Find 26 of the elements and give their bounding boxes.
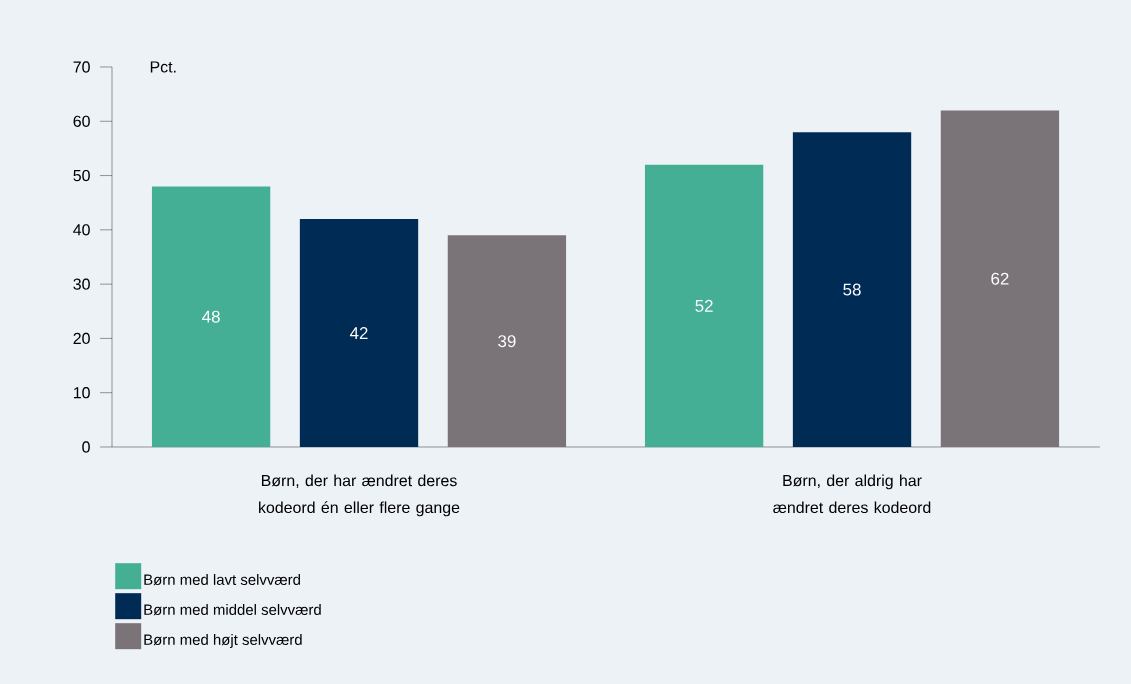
bar — [940, 110, 1060, 447]
y-axis-title: Pct. — [150, 61, 176, 73]
bar — [792, 132, 912, 447]
bar — [644, 164, 764, 447]
y-tick-label: 50 — [73, 169, 90, 182]
data-label: 58 — [843, 283, 861, 296]
data-label: 48 — [202, 310, 220, 323]
y-tick-label: 20 — [73, 332, 90, 345]
legend-label: Børn med højt selvværd — [144, 634, 302, 648]
data-label: 39 — [498, 335, 516, 348]
legend-label: Børn med middel selvværd — [144, 604, 321, 616]
y-tick-label: 10 — [73, 387, 90, 399]
bar — [447, 235, 567, 447]
bar — [151, 186, 271, 447]
y-tick-label: 30 — [73, 278, 90, 290]
legend-label: Børn med lavt selvværd — [144, 574, 300, 586]
data-label: 52 — [695, 299, 713, 312]
bar — [299, 218, 419, 447]
x-tick-label: Børn, der har ændret deres kodeord én eller flere gange — [259, 474, 460, 517]
y-tick-label: 40 — [73, 224, 90, 236]
y-tick-label: 70 — [73, 61, 90, 73]
y-tick-label: 0 — [82, 441, 90, 453]
data-label: 42 — [349, 327, 368, 339]
data-label: 62 — [991, 272, 1009, 285]
y-tick-label: 60 — [73, 115, 90, 127]
x-tick-label: Børn, der aldrig har ændret deres kodeord — [773, 474, 931, 514]
